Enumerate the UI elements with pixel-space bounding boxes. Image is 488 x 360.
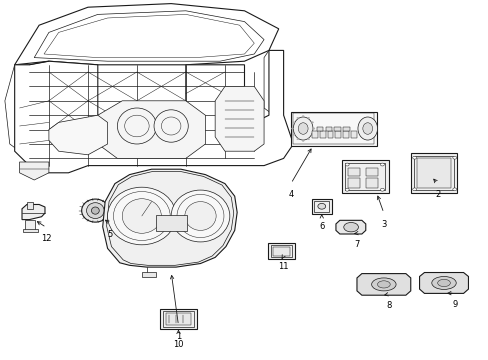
Polygon shape: [98, 101, 205, 158]
Bar: [311, 199, 331, 214]
Text: 7: 7: [354, 240, 359, 249]
Ellipse shape: [184, 202, 216, 230]
Bar: [350, 131, 356, 138]
Ellipse shape: [302, 116, 304, 117]
Ellipse shape: [357, 117, 377, 140]
Bar: [319, 131, 325, 138]
Polygon shape: [49, 115, 107, 155]
Bar: [155, 215, 187, 231]
Bar: [160, 309, 197, 329]
Bar: [410, 153, 456, 193]
Ellipse shape: [312, 128, 314, 129]
Text: 3: 3: [381, 220, 386, 229]
Ellipse shape: [343, 222, 358, 232]
Text: 2: 2: [434, 190, 439, 199]
Ellipse shape: [86, 203, 104, 219]
Ellipse shape: [81, 199, 109, 222]
Bar: [347, 168, 360, 176]
Text: 1: 1: [176, 332, 181, 341]
Polygon shape: [34, 11, 264, 61]
Ellipse shape: [154, 110, 188, 142]
Bar: [290, 112, 376, 146]
Ellipse shape: [317, 203, 325, 209]
Bar: [316, 127, 323, 131]
Text: 10: 10: [173, 340, 183, 349]
Polygon shape: [5, 65, 29, 151]
Ellipse shape: [452, 188, 456, 191]
Polygon shape: [419, 273, 468, 293]
Text: 5: 5: [107, 230, 112, 239]
Ellipse shape: [292, 122, 294, 123]
Bar: [270, 245, 292, 257]
Bar: [345, 163, 385, 190]
Text: 8: 8: [386, 301, 390, 310]
Ellipse shape: [311, 122, 313, 123]
Ellipse shape: [307, 138, 309, 140]
Ellipse shape: [362, 123, 372, 134]
Ellipse shape: [452, 156, 456, 159]
Polygon shape: [22, 204, 45, 220]
Ellipse shape: [107, 187, 176, 245]
Ellipse shape: [412, 156, 416, 159]
Bar: [343, 127, 349, 131]
Ellipse shape: [311, 134, 313, 135]
Polygon shape: [335, 220, 365, 234]
Ellipse shape: [345, 163, 348, 166]
Ellipse shape: [296, 117, 298, 119]
Bar: [343, 131, 348, 138]
Bar: [23, 229, 38, 232]
Bar: [334, 127, 340, 131]
Polygon shape: [215, 86, 264, 151]
Bar: [365, 178, 377, 188]
Polygon shape: [15, 4, 278, 65]
Polygon shape: [102, 169, 237, 267]
Bar: [413, 156, 453, 190]
Bar: [365, 168, 377, 176]
Text: 11: 11: [278, 262, 288, 271]
Bar: [25, 220, 35, 230]
Ellipse shape: [380, 163, 384, 166]
Bar: [268, 243, 295, 259]
Bar: [166, 313, 190, 325]
Ellipse shape: [293, 117, 312, 140]
Bar: [416, 158, 450, 188]
Polygon shape: [15, 50, 293, 173]
Bar: [327, 131, 333, 138]
Text: 6: 6: [319, 222, 324, 231]
Ellipse shape: [412, 188, 416, 191]
Ellipse shape: [171, 190, 229, 242]
Ellipse shape: [377, 281, 389, 288]
Ellipse shape: [371, 278, 395, 291]
Ellipse shape: [307, 117, 309, 119]
Ellipse shape: [431, 276, 455, 289]
Bar: [142, 272, 156, 277]
Polygon shape: [20, 162, 49, 180]
Bar: [311, 131, 317, 138]
Text: 4: 4: [288, 190, 293, 199]
Ellipse shape: [291, 128, 293, 129]
Text: 9: 9: [451, 300, 456, 309]
Polygon shape: [356, 274, 410, 295]
Bar: [335, 131, 341, 138]
Ellipse shape: [437, 279, 449, 287]
Text: 12: 12: [41, 234, 52, 243]
Bar: [325, 127, 331, 131]
Bar: [347, 178, 360, 188]
Ellipse shape: [296, 138, 298, 140]
Bar: [313, 201, 328, 212]
Ellipse shape: [345, 188, 348, 191]
Bar: [27, 202, 33, 209]
Ellipse shape: [122, 199, 161, 233]
Bar: [293, 113, 373, 144]
Ellipse shape: [302, 140, 304, 141]
Ellipse shape: [292, 134, 294, 135]
Ellipse shape: [91, 207, 99, 214]
Ellipse shape: [380, 188, 384, 191]
Bar: [342, 160, 388, 193]
Bar: [163, 311, 193, 327]
Bar: [272, 247, 289, 256]
Polygon shape: [264, 50, 283, 115]
Ellipse shape: [298, 123, 307, 134]
Ellipse shape: [117, 108, 156, 144]
